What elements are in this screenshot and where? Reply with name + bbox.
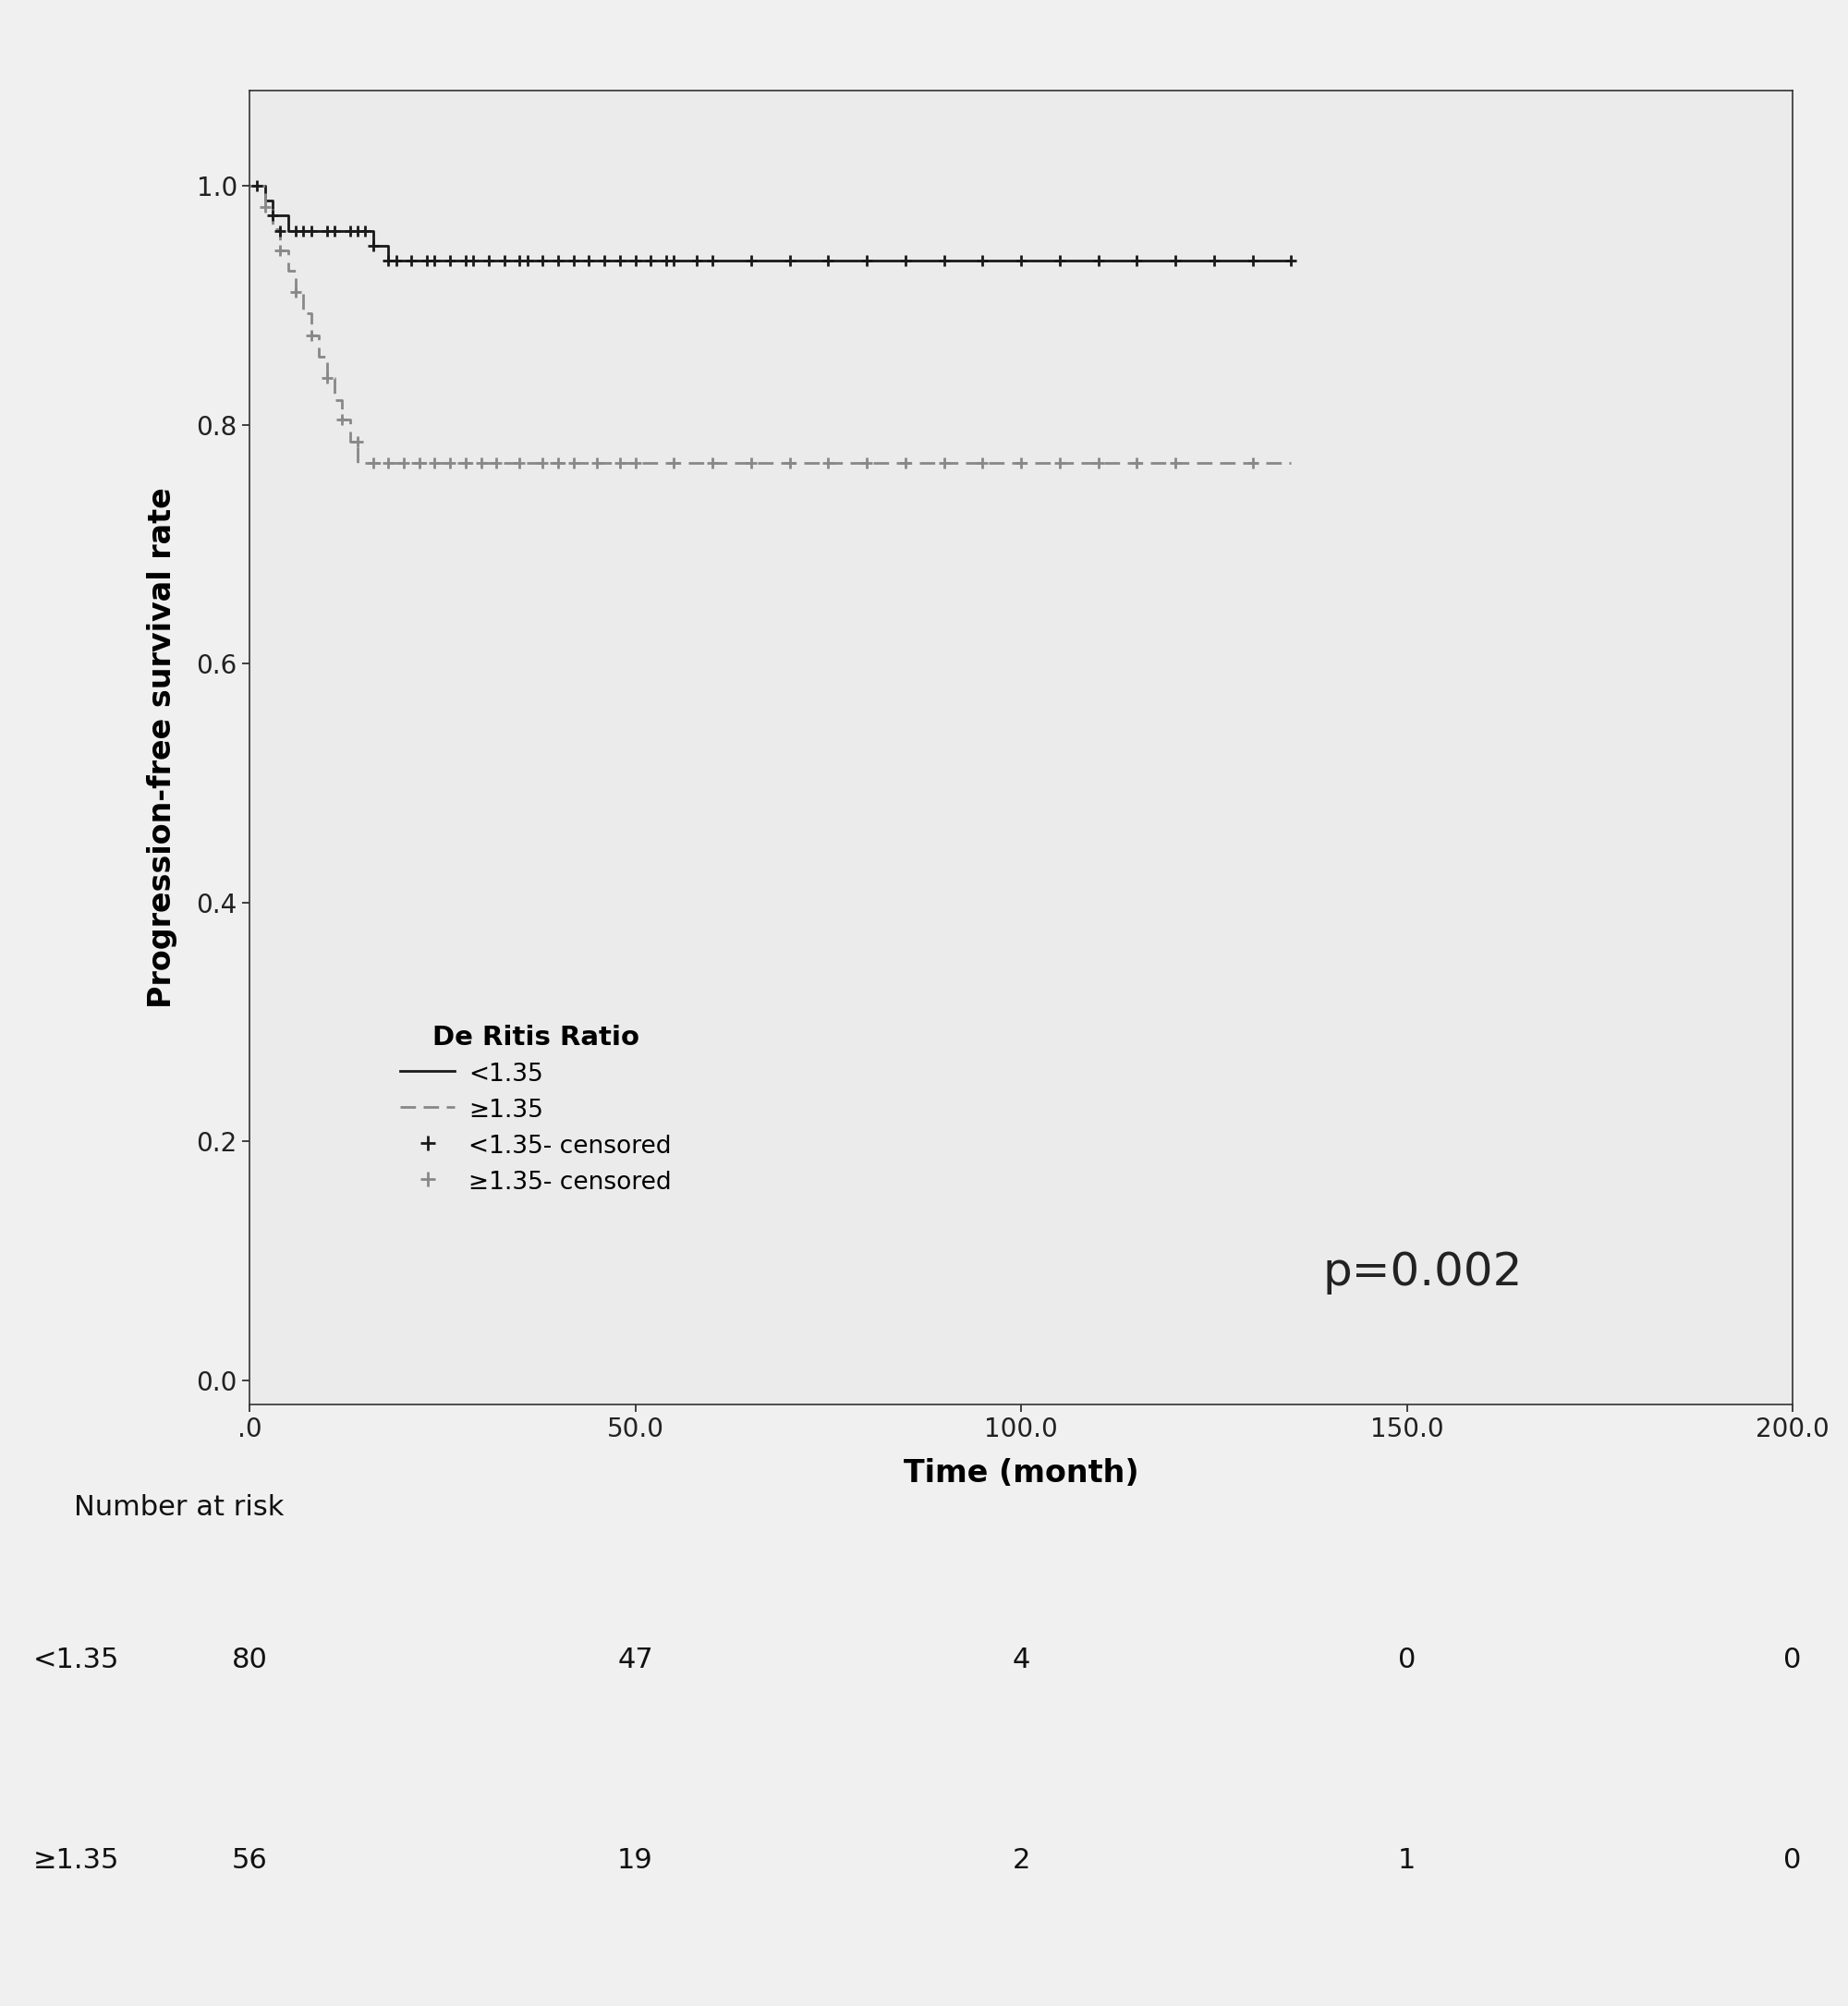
- Text: 2: 2: [1013, 1848, 1029, 1874]
- Text: 0: 0: [1783, 1647, 1802, 1673]
- Text: 1: 1: [1397, 1848, 1416, 1874]
- Text: ≥1.35: ≥1.35: [33, 1848, 120, 1874]
- Text: 4: 4: [1013, 1647, 1029, 1673]
- X-axis label: Time (month): Time (month): [904, 1458, 1138, 1488]
- Legend: <1.35, ≥1.35, <1.35- censored, ≥1.35- censored: <1.35, ≥1.35, <1.35- censored, ≥1.35- ce…: [401, 1025, 673, 1196]
- Text: <1.35: <1.35: [33, 1647, 120, 1673]
- Y-axis label: Progression-free survival rate: Progression-free survival rate: [146, 487, 177, 1007]
- Text: 0: 0: [1397, 1647, 1416, 1673]
- Text: Number at risk: Number at risk: [74, 1494, 285, 1521]
- Text: 19: 19: [617, 1848, 652, 1874]
- Text: p=0.002: p=0.002: [1323, 1250, 1523, 1296]
- Text: 56: 56: [231, 1848, 268, 1874]
- Text: 0: 0: [1783, 1848, 1802, 1874]
- Text: 47: 47: [617, 1647, 652, 1673]
- Text: 80: 80: [231, 1647, 268, 1673]
